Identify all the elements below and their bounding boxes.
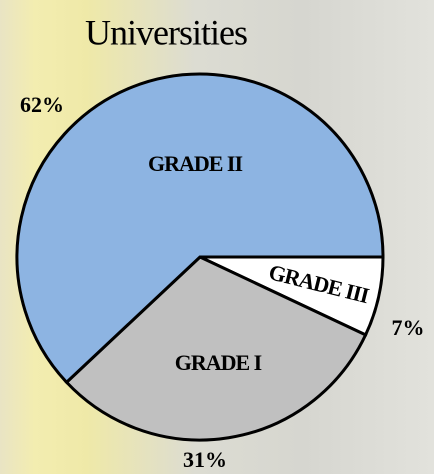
value-label: 7% bbox=[392, 315, 425, 340]
pie-slice bbox=[64, 255, 368, 442]
slice-label: GRADE II bbox=[148, 151, 243, 176]
pie-slice bbox=[15, 72, 385, 385]
chart-title: Universities bbox=[85, 12, 247, 52]
slice-label: GRADE I bbox=[175, 350, 262, 375]
value-label: 31% bbox=[183, 447, 227, 472]
value-label: 62% bbox=[20, 92, 64, 117]
